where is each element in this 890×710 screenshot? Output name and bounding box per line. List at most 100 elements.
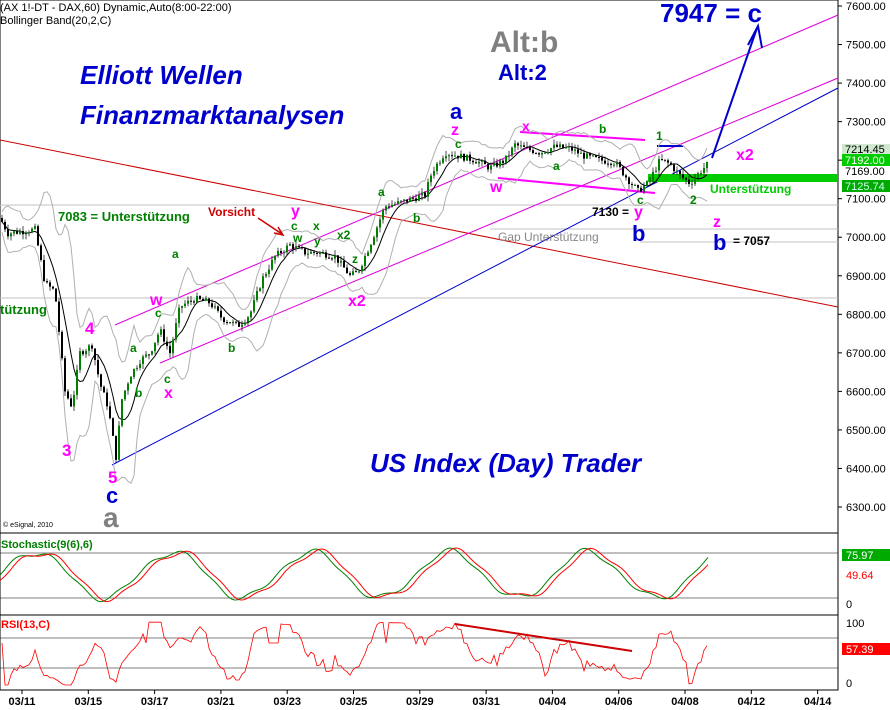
candle-body	[190, 300, 192, 302]
vorsicht-arrow	[257, 217, 283, 235]
candle-body	[409, 197, 411, 202]
time-tick-label: 03/23	[273, 696, 301, 708]
wave-b-blue-right: b	[713, 230, 726, 255]
candle-body	[136, 367, 138, 369]
support-7083-label: 7083 = Unterstützung	[58, 209, 190, 224]
candle-body	[52, 286, 54, 289]
time-tick-label: 03/17	[141, 696, 169, 708]
candle-body	[334, 255, 336, 259]
candle-body	[583, 152, 585, 159]
candle-body	[223, 317, 225, 323]
candle-body	[481, 160, 483, 162]
candle-body	[613, 164, 615, 166]
candle-body	[259, 288, 261, 291]
wave-2: 2	[690, 193, 697, 207]
candle-body	[544, 152, 546, 154]
candle-body	[235, 321, 237, 323]
candle-body	[154, 342, 156, 352]
price-tick-label: 7000.00	[846, 232, 886, 244]
candle-body	[31, 228, 33, 233]
level-7057-label: = 7057	[733, 234, 770, 248]
red-trendline	[0, 139, 839, 308]
candle-body	[706, 161, 708, 169]
candle-body	[226, 322, 228, 324]
candle-body	[394, 203, 396, 205]
time-tick-label: 04/06	[605, 696, 633, 708]
candle-body	[577, 149, 579, 154]
candle-body	[619, 161, 621, 167]
wave-x2-green: x2	[337, 228, 351, 242]
wave-a4: a	[553, 159, 560, 173]
candle-body	[73, 394, 75, 407]
stochastic-tick0: 0	[846, 599, 852, 611]
candle-body	[430, 175, 432, 183]
candle-body	[406, 199, 408, 202]
candle-body	[673, 164, 675, 172]
stochastic-panel-frame	[0, 532, 839, 616]
candle-body	[214, 306, 216, 308]
candle-body	[475, 162, 477, 164]
channel-upper	[114, 14, 839, 326]
candle-body	[532, 150, 534, 154]
candle-body	[202, 298, 204, 301]
candle-body	[484, 160, 486, 165]
candle-body	[241, 324, 243, 327]
candle-body	[238, 322, 240, 327]
candle-body	[181, 305, 183, 308]
stochastic-d-line	[0, 547, 709, 603]
time-tick-label: 03/21	[207, 696, 235, 708]
candle-body	[295, 246, 297, 249]
price-tick-label: 6400.00	[846, 463, 886, 475]
candle-body	[286, 245, 288, 253]
candle-body	[283, 252, 285, 254]
wave-b2: b	[228, 341, 235, 355]
candle-body	[205, 298, 207, 301]
wave-c1: c	[155, 306, 162, 320]
unterstuetzung-right-label: Unterstützung	[710, 182, 791, 196]
candle-body	[25, 233, 27, 235]
candle-body	[379, 219, 381, 228]
candle-body	[661, 159, 663, 161]
rsi-val-bg	[842, 643, 890, 655]
wave-x2-magenta: x2	[348, 293, 366, 310]
wave-x1: x	[164, 385, 173, 402]
candle-body	[307, 253, 309, 255]
candle-body	[343, 260, 345, 268]
candle-body	[622, 166, 624, 176]
candle-body	[490, 165, 492, 170]
wave-a1: a	[130, 341, 137, 355]
price-tick-label: 7100.00	[846, 194, 886, 206]
candle-body	[685, 177, 687, 180]
candle-body	[538, 153, 540, 155]
candle-body	[412, 197, 414, 199]
time-tick-label: 04/12	[738, 696, 766, 708]
bollinger-upper-band	[1, 125, 708, 363]
wave-y2: y	[314, 234, 321, 248]
candle-body	[112, 418, 114, 436]
time-tick-label: 04/04	[539, 696, 567, 708]
candle-body	[694, 178, 696, 184]
wave-z-right: z	[713, 214, 721, 231]
candle-body	[592, 155, 594, 157]
candle-body	[217, 306, 219, 311]
candle-body	[415, 198, 417, 201]
candle-body	[445, 156, 447, 159]
candle-body	[346, 267, 348, 274]
candle-body	[163, 329, 165, 342]
candle-body	[526, 146, 528, 148]
candle-body	[646, 181, 648, 186]
candle-body	[304, 248, 306, 255]
candle-body	[178, 307, 180, 324]
price-tick-label: 7400.00	[846, 78, 886, 90]
wave-w3: w	[489, 179, 503, 196]
target-arrow	[711, 27, 758, 159]
candle-body	[187, 300, 189, 304]
candle-body	[280, 250, 282, 254]
candle-body	[529, 147, 531, 151]
candle-body	[49, 282, 51, 287]
candle-body	[391, 204, 393, 208]
candle-body	[274, 255, 276, 260]
candle-body	[169, 345, 171, 354]
wave-a-blue: a	[450, 99, 463, 124]
candle-body	[517, 143, 519, 146]
